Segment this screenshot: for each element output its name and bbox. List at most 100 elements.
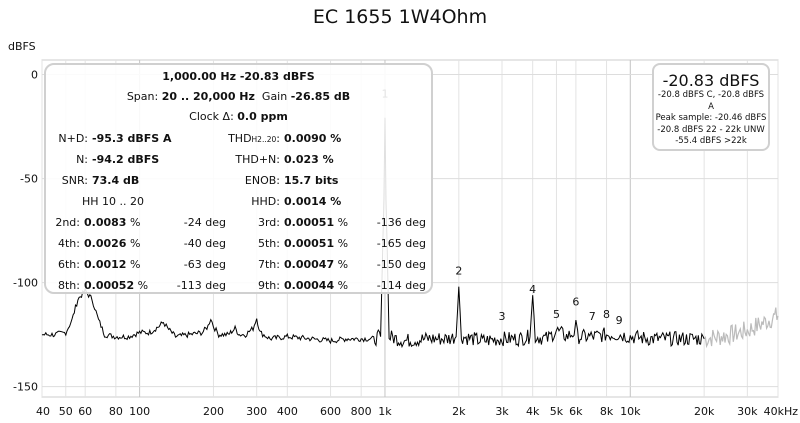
- harmonic-phase: -165 deg: [376, 237, 426, 250]
- nd-value: -95.3 dBFS A: [92, 132, 172, 145]
- x-tick-label: 400: [277, 405, 298, 418]
- harmonic-unit: %: [126, 258, 141, 271]
- peak-line-1: -20.8 dBFS C, -20.8 dBFS A: [657, 90, 765, 112]
- unweighted-series-line: [703, 307, 779, 349]
- enob-value: 15.7 bits: [284, 174, 339, 187]
- peak-line-4: -55.4 dBFS >22k: [675, 136, 747, 146]
- harmonic-phase: -113 deg: [176, 279, 226, 292]
- thd-sub: H2..20: [251, 135, 277, 144]
- hhd-label: HHD:: [251, 195, 280, 208]
- harmonic-percent: 0.0026: [84, 237, 127, 250]
- harmonic-percent: 0.00052: [84, 279, 135, 292]
- harmonic-phase: -114 deg: [376, 279, 426, 292]
- x-tick-label: 8k: [600, 405, 614, 418]
- y-tick-label: -150: [13, 381, 38, 394]
- harmonic-unit: %: [334, 258, 349, 271]
- peak-line-2: Peak sample: -20.46 dBFS: [655, 113, 767, 123]
- gain-value: -26.85 dB: [290, 90, 351, 103]
- x-tick-label: 40: [36, 405, 50, 418]
- n-value: -94.2 dBFS: [92, 153, 160, 166]
- x-tick-label: 3k: [495, 405, 509, 418]
- harmonic-unit: %: [126, 216, 141, 229]
- harmonic-unit: %: [334, 279, 349, 292]
- x-tick-label: 20k: [694, 405, 715, 418]
- span-label: Span:: [126, 90, 162, 103]
- enob-label: ENOB:: [244, 174, 280, 187]
- x-tick-label: 2k: [452, 405, 466, 418]
- harmonic-label: 8th:: [58, 279, 80, 292]
- hhd-value: 0.0014 %: [284, 195, 342, 208]
- harmonic-label-7: 7: [589, 310, 596, 323]
- thd-value: 0.0090 %: [284, 132, 342, 145]
- clock-value: 0.0 ppm: [237, 110, 288, 123]
- harmonic-value: 0.00044 %: [284, 279, 348, 292]
- harmonic-percent: 0.00047: [284, 258, 335, 271]
- x-axis: 40 50 60 80 100 200 300 400 600 800 1k 2k 3k 4k 5k 6k 8k…: [36, 405, 798, 418]
- clock-label: Clock Δ:: [189, 110, 238, 123]
- harmonic-phase: -136 deg: [376, 216, 426, 229]
- thd-label-text: THD: [228, 132, 252, 145]
- harmonic-label: 7th:: [258, 258, 280, 271]
- clock-readout: Clock Δ: 0.0 ppm: [46, 110, 431, 123]
- harmonic-label: 2nd:: [55, 216, 80, 229]
- harmonic-value: 0.0026 %: [84, 237, 140, 250]
- harmonic-label-4: 4: [529, 283, 536, 296]
- y-tick-label: 0: [31, 69, 38, 82]
- harmonic-value: 0.0083 %: [84, 216, 140, 229]
- fundamental-readout: 1,000.00 Hz -20.83 dBFS: [162, 70, 315, 83]
- harmonic-value: 0.00052 %: [84, 279, 148, 292]
- peak-line-3: -20.8 dBFS 22 - 22k UNW: [657, 124, 765, 135]
- x-tick-label: 10k: [620, 405, 641, 418]
- x-tick-label: 30k: [737, 405, 758, 418]
- harmonic-unit: %: [334, 216, 349, 229]
- x-tick-label: 6k: [569, 405, 583, 418]
- hh-label: HH 10 .. 20: [82, 195, 145, 208]
- harmonic-phase: -40 deg: [183, 237, 226, 250]
- harmonic-value: 0.00051 %: [284, 237, 348, 250]
- snr-value: 73.4 dB: [92, 174, 140, 187]
- x-tick-label: 300: [246, 405, 267, 418]
- harmonic-label-2: 2: [455, 264, 462, 277]
- x-tick-label: 60: [78, 405, 92, 418]
- y-tick-label: -50: [20, 173, 38, 186]
- harmonic-percent: 0.00051: [284, 237, 335, 250]
- harmonic-label: 3rd:: [257, 216, 280, 229]
- harmonic-unit: %: [126, 237, 141, 250]
- harmonic-label: 4th:: [58, 237, 80, 250]
- span-gain-readout: Span: 20 .. 20,000 Hz Gain -26.85 dB: [46, 90, 431, 103]
- thd-label: THDH2..20:: [196, 132, 280, 145]
- harmonic-label-3: 3: [499, 310, 506, 323]
- harmonic-label: 5th:: [258, 237, 280, 250]
- x-tick-label: 100: [129, 405, 150, 418]
- harmonic-label: 9th:: [258, 279, 280, 292]
- harmonic-value: 0.00047 %: [284, 258, 348, 271]
- thd-colon: :: [276, 132, 280, 145]
- y-axis-label: dBFS: [8, 40, 36, 53]
- harmonic-percent: 0.00044: [284, 279, 335, 292]
- x-tick-label: 40kHz: [764, 405, 799, 418]
- harmonic-value: 0.0012 %: [84, 258, 140, 271]
- nd-label: N+D:: [58, 132, 88, 145]
- snr-label: SNR:: [61, 174, 88, 187]
- harmonic-unit: %: [134, 279, 149, 292]
- harmonic-label-6: 6: [572, 295, 579, 308]
- x-tick-label: 800: [351, 405, 372, 418]
- x-tick-label: 5k: [550, 405, 564, 418]
- y-axis: 0 -50 -100 -150: [13, 69, 38, 394]
- gain-label: Gain: [261, 90, 291, 103]
- harmonic-phase: -63 deg: [183, 258, 226, 271]
- y-tick-label: -100: [13, 277, 38, 290]
- n-label: N:: [76, 153, 88, 166]
- harmonic-phase: -24 deg: [183, 216, 226, 229]
- harmonic-label-5: 5: [553, 308, 560, 321]
- x-tick-label: 4k: [526, 405, 540, 418]
- harmonic-label-9: 9: [616, 314, 623, 327]
- harmonic-percent: 0.0083: [84, 216, 127, 229]
- harmonic-value: 0.00051 %: [284, 216, 348, 229]
- x-tick-label: 200: [203, 405, 224, 418]
- thdn-value: 0.023 %: [284, 153, 334, 166]
- span-value: 20 .. 20,000 Hz: [161, 90, 255, 103]
- harmonic-percent: 0.00051: [284, 216, 335, 229]
- x-tick-label: 600: [320, 405, 341, 418]
- harmonic-phase: -150 deg: [376, 258, 426, 271]
